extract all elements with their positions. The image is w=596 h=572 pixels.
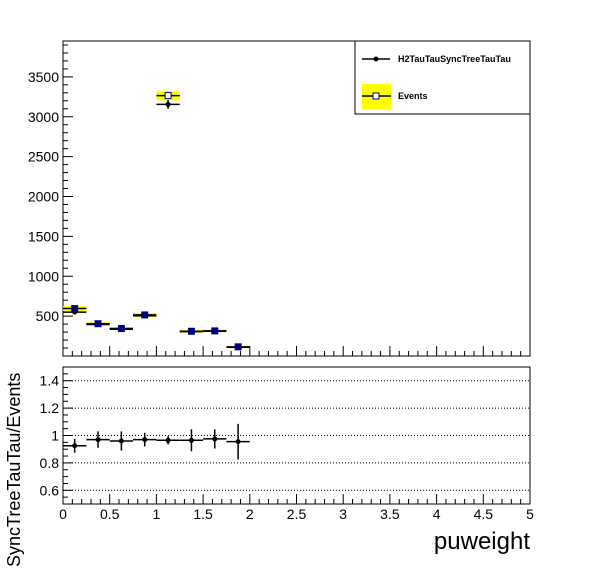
- legend-marker-filled-circle: [373, 56, 379, 62]
- legend-marker-open-square: [372, 92, 380, 100]
- ratio-point: [95, 437, 101, 443]
- x-tick-label: 3: [339, 506, 347, 522]
- ratio-y-tick-label: 1.4: [40, 373, 60, 389]
- x-tick-label: 3.5: [380, 506, 400, 522]
- ratio-y-tick-label: 1.2: [40, 400, 60, 416]
- ratio-x-axis: 0 0.5 1 1.5 2 2.5 3 3.5 4 4.5 5: [59, 494, 534, 522]
- ratio-point: [235, 439, 241, 445]
- events-point: [141, 311, 149, 319]
- x-tick-label: 5: [526, 506, 534, 522]
- main-y-axis: 500 1000 1500 2000 2500 3000 3500: [28, 44, 73, 349]
- y-tick-label: 3500: [28, 69, 59, 85]
- x-tick-label: 2.5: [287, 506, 307, 522]
- ratio-series: [63, 423, 250, 460]
- y-axis-title: SyncTreeTauTau/Events: [4, 373, 24, 567]
- y-tick-label: 1500: [28, 228, 59, 244]
- x-tick-label: 2: [246, 506, 254, 522]
- y-tick-label: 2500: [28, 149, 59, 165]
- ratio-point: [212, 436, 218, 442]
- x-tick-label: 0: [59, 506, 67, 522]
- x-tick-label: 0.5: [100, 506, 120, 522]
- main-plot-panel: 500 1000 1500 2000 2500 3000 3500: [28, 40, 531, 357]
- legend-label-events: Events: [398, 91, 428, 101]
- x-tick-label: 1.5: [193, 506, 213, 522]
- ratio-y-axis: 0.6 0.8 1 1.2 1.4: [40, 373, 73, 498]
- x-tick-label: 1: [153, 506, 161, 522]
- x-tick-label: 4: [433, 506, 441, 522]
- ratio-y-tick-label: 0.8: [40, 455, 60, 471]
- y-tick-label: 2000: [28, 189, 59, 205]
- y-tick-label: 3000: [28, 109, 59, 125]
- events-point: [94, 320, 102, 328]
- events-series: [63, 92, 250, 351]
- ratio-y-tick-label: 0.6: [40, 482, 60, 498]
- legend-entry-sync-tree: H2TauTauSyncTreeTauTau: [362, 54, 511, 64]
- ratio-y-tick-label: 1: [51, 428, 59, 444]
- events-point: [187, 327, 195, 335]
- sync-tree-point: [165, 101, 171, 107]
- ratio-point: [118, 438, 124, 444]
- y-tick-label: 500: [36, 308, 60, 324]
- x-axis-title: puweight: [434, 528, 530, 555]
- legend-entry-events: Events: [362, 84, 428, 109]
- main-x-axis: [62, 346, 531, 356]
- ratio-point: [142, 437, 148, 443]
- ratio-point: [188, 437, 194, 443]
- legend: H2TauTauSyncTreeTauTau Events: [354, 40, 531, 115]
- legend-label-sync-tree: H2TauTauSyncTreeTauTau: [398, 54, 511, 64]
- events-point: [164, 92, 172, 100]
- ratio-point: [72, 443, 78, 449]
- events-point: [211, 327, 219, 335]
- x-tick-label: 4.5: [474, 506, 494, 522]
- ratio-plot-panel: 0.6 0.8 1 1.2 1.4 0 0.5 1 1.5 2 2.5 3 3.5 4 4.5 5: [40, 366, 534, 522]
- events-point: [117, 324, 125, 332]
- y-tick-label: 1000: [28, 268, 59, 284]
- events-point: [234, 343, 242, 351]
- ratio-point: [165, 437, 171, 443]
- events-point: [71, 305, 79, 313]
